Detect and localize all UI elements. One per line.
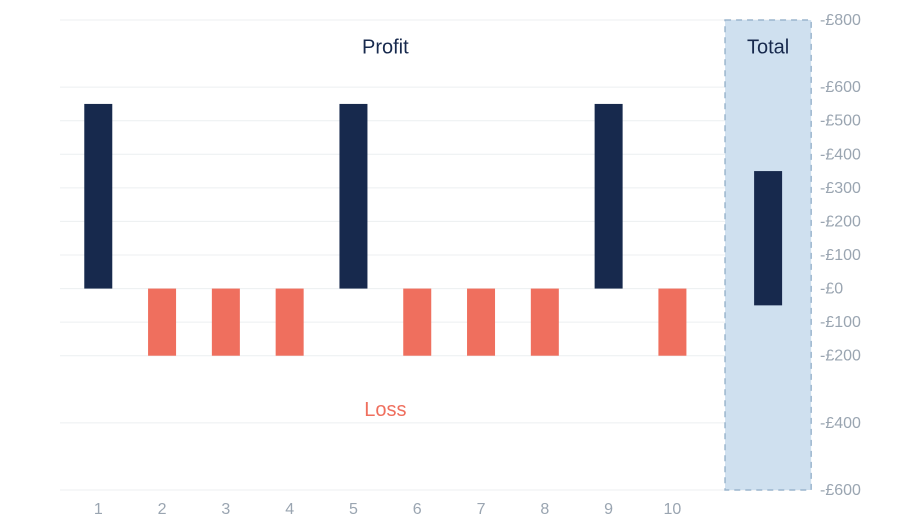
x-tick-label: 1 bbox=[94, 501, 103, 518]
y-tick-label: -£400 bbox=[820, 415, 861, 432]
y-tick-label: -£100 bbox=[820, 314, 861, 331]
y-tick-label: -£200 bbox=[820, 213, 861, 230]
profit-loss-chart: -£600 -£400 -£200 -£100 -£0 -£100 -£200 -£300 -£… bbox=[0, 0, 900, 526]
y-tick-label: -£600 bbox=[820, 482, 861, 499]
x-tick-label: 10 bbox=[664, 501, 682, 518]
profit-bar bbox=[339, 104, 367, 289]
x-tick-label: 6 bbox=[413, 501, 422, 518]
profit-bar bbox=[84, 104, 112, 289]
y-tick-label: -£600 bbox=[820, 79, 861, 96]
x-tick-label: 7 bbox=[477, 501, 486, 518]
profit-bar bbox=[595, 104, 623, 289]
x-tick-label: 9 bbox=[604, 501, 613, 518]
loss-bar bbox=[403, 289, 431, 356]
profit-label: Profit bbox=[362, 37, 409, 59]
loss-bar bbox=[467, 289, 495, 356]
y-tick-label: -£100 bbox=[820, 247, 861, 264]
x-tick-label: 3 bbox=[221, 501, 230, 518]
y-tick-label: -£400 bbox=[820, 146, 861, 163]
loss-bar bbox=[276, 289, 304, 356]
x-tick-label: 2 bbox=[158, 501, 167, 518]
y-tick-label: -£0 bbox=[820, 281, 843, 298]
x-tick-label: 5 bbox=[349, 501, 358, 518]
total-bar bbox=[754, 171, 782, 305]
loss-bar bbox=[658, 289, 686, 356]
loss-bar bbox=[531, 289, 559, 356]
y-tick-label: -£300 bbox=[820, 180, 861, 197]
x-tick-label: 4 bbox=[285, 501, 294, 518]
total-label: Total bbox=[747, 37, 789, 59]
loss-bar bbox=[148, 289, 176, 356]
chart-canvas: -£600 -£400 -£200 -£100 -£0 -£100 -£200 -£300 -£… bbox=[0, 0, 900, 526]
loss-bar bbox=[212, 289, 240, 356]
loss-label: Loss bbox=[364, 399, 406, 421]
y-tick-label: -£200 bbox=[820, 348, 861, 365]
y-tick-label: -£500 bbox=[820, 113, 861, 130]
x-tick-label: 8 bbox=[540, 501, 549, 518]
y-tick-label: -£800 bbox=[820, 12, 861, 29]
